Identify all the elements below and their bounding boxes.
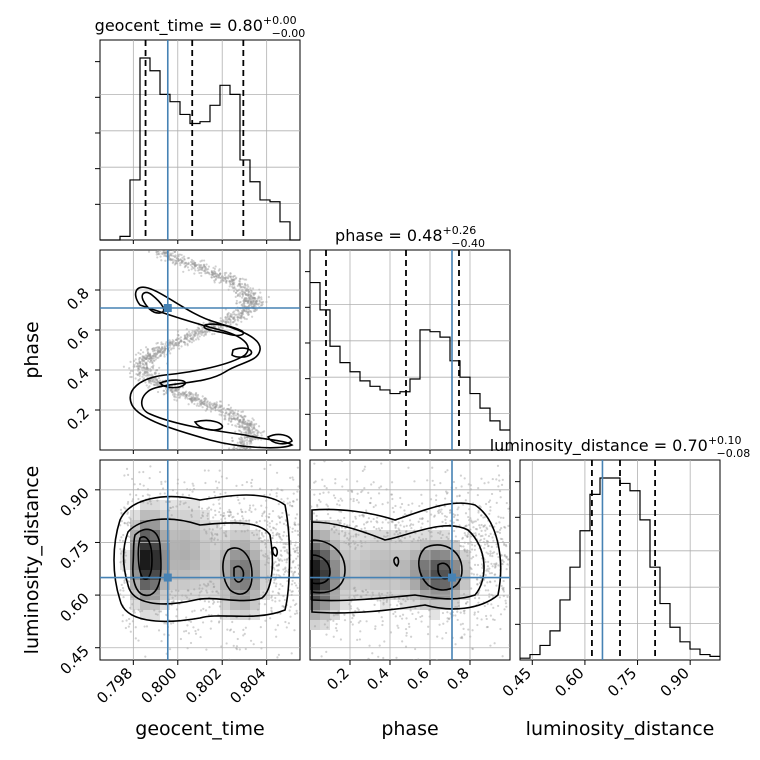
title-plus: +0.00 — [263, 14, 297, 27]
title-plus: +0.10 — [708, 434, 742, 447]
y-axis-label: phase — [21, 321, 43, 378]
hist-panel-phase: phase = 0.48+0.26 −0.40 — [305, 224, 511, 451]
hist-panel-luminosity_distance: luminosity_distance = 0.70+0.10 −0.08 — [490, 434, 751, 661]
x-tick-label: 0.804 — [226, 664, 269, 707]
contour-line — [311, 521, 485, 602]
x-tick-label: 0.8 — [443, 664, 473, 694]
contour-line — [418, 544, 463, 591]
contour-line — [193, 419, 224, 431]
panel-frame — [99, 249, 301, 451]
y-tick-label: 0.2 — [63, 404, 93, 434]
contour-line — [231, 347, 253, 358]
x-tick-label: 0.800 — [138, 664, 181, 707]
x-tick-label: 0.6 — [403, 664, 433, 694]
panel-title: luminosity_distance = 0.70+0.10 −0.08 — [490, 434, 751, 460]
y-tick-label: 0.6 — [63, 324, 93, 354]
contour-line — [311, 554, 331, 585]
contour-line — [137, 536, 153, 580]
contour-line — [141, 291, 165, 314]
contour-line — [311, 539, 346, 594]
contour-line — [266, 433, 293, 445]
contour-line — [203, 323, 245, 337]
title-minus: −0.08 — [717, 447, 751, 460]
x-tick-label: 0.60 — [551, 664, 587, 700]
truth-marker — [448, 573, 456, 582]
y-tick-label: 0.8 — [63, 284, 93, 314]
title-minus: −0.40 — [451, 237, 485, 250]
title-minus: −0.00 — [272, 27, 306, 40]
title-value: phase = 0.48 — [335, 226, 442, 245]
x-tick-label: 0.2 — [323, 664, 353, 694]
x-tick-label: 0.75 — [604, 664, 640, 700]
y-tick-label: 0.75 — [56, 537, 92, 573]
panel-frame — [309, 249, 511, 451]
panel-distance-vs-phase — [309, 459, 511, 661]
y-tick-label: 0.4 — [63, 364, 93, 394]
x-tick-label: 0.45 — [499, 664, 535, 700]
panel-distance-vs-geocent_time — [99, 459, 301, 661]
y-axis-label: luminosity_distance — [21, 466, 43, 655]
truth-marker — [163, 304, 172, 312]
panel-title: geocent_time = 0.80+0.00 −0.00 — [95, 14, 306, 40]
title-value: geocent_time = 0.80 — [95, 16, 263, 36]
hist-panel-geocent_time: geocent_time = 0.80+0.00 −0.00 — [95, 14, 306, 241]
x-axis-label: geocent_time — [135, 718, 264, 740]
contour-line — [393, 556, 400, 568]
title-value: luminosity_distance = 0.70 — [490, 436, 708, 456]
y-tick-label: 0.90 — [56, 484, 92, 520]
contour-line — [271, 546, 279, 557]
truth-marker — [163, 573, 172, 582]
x-tick-label: 0.798 — [93, 664, 136, 707]
contour-line — [113, 494, 291, 623]
y-tick-label: 0.45 — [56, 642, 92, 678]
contour-line — [158, 379, 186, 389]
x-tick-label: 0.4 — [363, 664, 393, 694]
y-tick-label: 0.60 — [56, 589, 92, 625]
x-axis-label: phase — [381, 718, 438, 740]
panel-title: phase = 0.48+0.26 −0.40 — [335, 224, 485, 250]
panel-phase-vs-geocent_time — [99, 249, 301, 451]
contour-line — [311, 502, 502, 614]
title-plus: +0.26 — [443, 224, 477, 237]
contour-line — [132, 528, 162, 597]
x-tick-label: 0.802 — [182, 664, 225, 707]
hist-geocent_time — [100, 57, 300, 241]
x-tick-label: 0.90 — [657, 664, 693, 700]
contour-line — [222, 547, 253, 595]
hist-phase — [310, 281, 510, 431]
x-axis-label: luminosity_distance — [526, 718, 715, 740]
contour-line — [122, 518, 274, 605]
